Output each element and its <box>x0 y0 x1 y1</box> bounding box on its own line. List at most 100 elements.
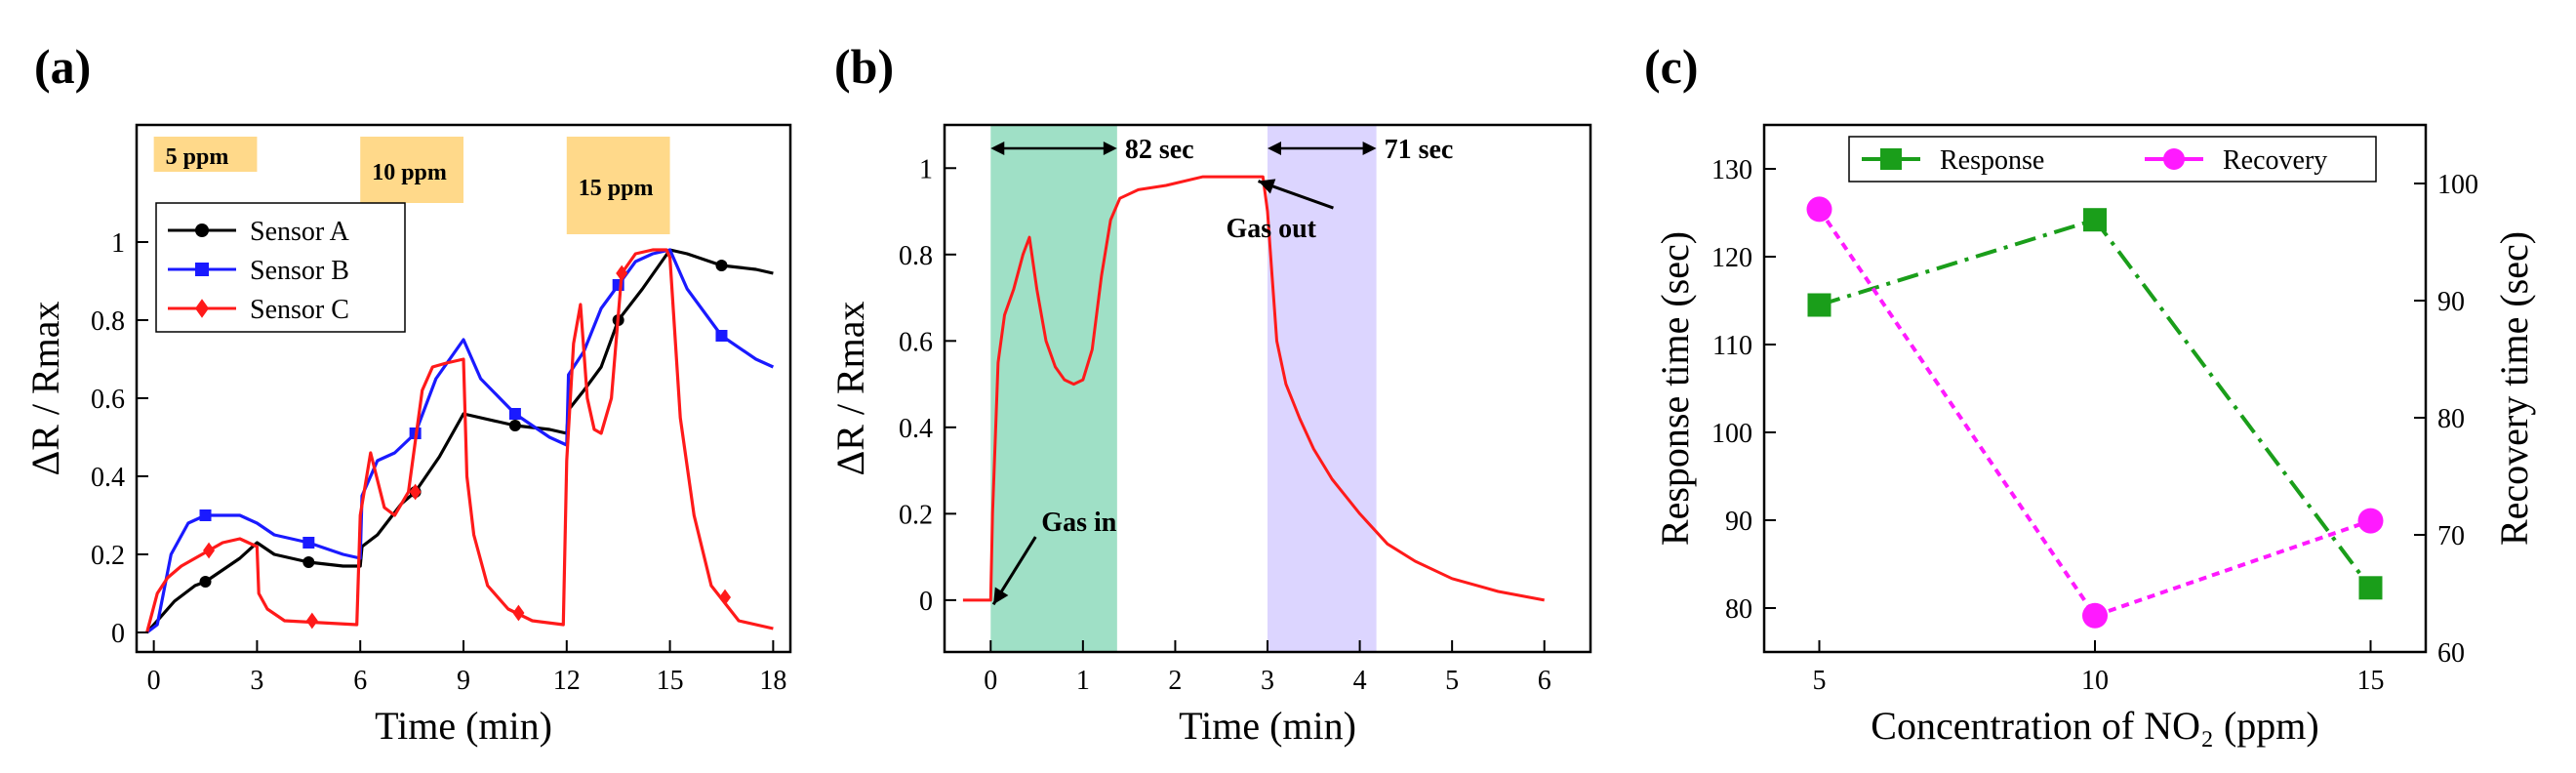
panel-c-ytick-right-label: 90 <box>2437 287 2465 317</box>
panel-a-xtick-label: 15 <box>657 666 684 696</box>
panel-c-ytick-label: 130 <box>1711 155 1752 185</box>
legend-marker <box>195 263 209 276</box>
panel-a-xtick-label: 9 <box>457 666 470 696</box>
panel-c-ylabel: Response time (sec) <box>1653 231 1697 546</box>
panel-a-xlabel: Time (min) <box>375 704 552 748</box>
panel-c-ytick-label: 100 <box>1711 419 1752 449</box>
panel-b-annotations: Gas in Gas out <box>991 179 1334 606</box>
panel-c-legend-box <box>1848 136 2377 183</box>
time-band <box>1268 125 1377 652</box>
series-line-sensor-b <box>145 248 775 634</box>
series-marker <box>719 589 731 606</box>
concentration-band-label: 15 ppm <box>579 176 654 201</box>
series-marker <box>512 604 525 622</box>
panel-a-xtick-label: 6 <box>353 666 367 696</box>
concentration-band <box>566 137 670 234</box>
concentration-band <box>360 137 463 203</box>
series-marker <box>203 542 216 559</box>
series-marker <box>199 509 212 521</box>
series-marker <box>715 260 728 271</box>
legend-label: Response <box>1940 145 2044 176</box>
panel-b-ytick-label: 0.6 <box>899 327 933 357</box>
time-band <box>990 125 1117 652</box>
panel-c-xlabel: Concentration of NO₂ (ppm) <box>1871 704 2318 748</box>
time-band-label: 71 sec <box>1385 135 1454 165</box>
legend-label: Sensor B <box>250 256 349 286</box>
panel-b-xtick-label: 1 <box>1076 666 1090 696</box>
concentration-band-label: 10 ppm <box>372 160 447 185</box>
panel-b-ytick-label: 0.8 <box>899 241 933 271</box>
series-marker <box>409 483 422 501</box>
series-line-response <box>1818 217 2373 590</box>
panel-b-xtick-label: 6 <box>1538 666 1551 696</box>
panel-a-label: (a) <box>34 39 91 94</box>
panel-c-ytick-label: 110 <box>1712 331 1752 361</box>
panel-b-xtick-label: 4 <box>1353 666 1367 696</box>
series-marker <box>508 408 521 420</box>
panel-a-xtick-label: 18 <box>759 666 786 696</box>
panel-a-ytick-label: 0.4 <box>91 463 125 493</box>
panel-a-ytick-label: 0.6 <box>91 385 125 415</box>
series-marker <box>199 576 212 588</box>
legend-marker <box>2163 148 2185 170</box>
panel-b-xtick-label: 0 <box>984 666 997 696</box>
time-band-label: 82 sec <box>1125 135 1194 165</box>
panel-a-series <box>145 248 775 634</box>
legend-label: Sensor A <box>250 217 350 247</box>
concentration-band-label: 5 ppm <box>166 144 229 170</box>
series-marker <box>715 330 728 342</box>
panel-c-xtick-label: 10 <box>2081 666 2109 696</box>
panel-c-label: (c) <box>1644 39 1699 94</box>
panel-b-xlabel: Time (min) <box>1179 704 1356 748</box>
panel-a-xtick-label: 0 <box>147 666 161 696</box>
time-band-arrowhead <box>1268 142 1281 155</box>
legend-marker <box>1880 148 1902 170</box>
series-marker <box>302 537 315 549</box>
time-band-arrowhead <box>990 142 1005 155</box>
panel-c-ytick-right-label: 60 <box>2437 638 2465 669</box>
series-line-sensor-c <box>145 248 774 633</box>
panel-c-ytick-label: 80 <box>1725 594 1752 625</box>
annotation-label: Gas in <box>1041 508 1116 538</box>
panel-a-ytick-label: 0 <box>111 619 125 649</box>
series-marker <box>508 420 521 431</box>
series-marker <box>302 556 315 568</box>
response-curve <box>962 175 1545 602</box>
panel-b-ytick-label: 0.4 <box>899 414 933 444</box>
annotation-label: Gas out <box>1226 214 1316 244</box>
panel-b-xtick-label: 5 <box>1445 666 1459 696</box>
panel-a-ylabel: ΔR / Rmax <box>23 301 67 475</box>
panel-a-ticks: 0 3 6 9 12 15 18 0 0.2 0.4 0.6 0.8 1 <box>91 228 786 696</box>
panel-a-ytick-label: 0.8 <box>91 306 125 337</box>
panel-c-ytick-right-label: 100 <box>2437 170 2478 200</box>
panel-b-ytick-label: 0 <box>919 587 933 617</box>
series-marker-response <box>2083 208 2107 232</box>
panel-b-series <box>962 175 1545 602</box>
panel-c-legend: Response Recovery <box>1848 136 2377 183</box>
panel-a-legend: Sensor A Sensor B Sensor C <box>155 202 406 333</box>
panel-a-xtick-label: 12 <box>553 666 581 696</box>
panel-c-ytick-right-label: 70 <box>2437 521 2465 551</box>
concentration-band <box>153 137 258 172</box>
panel-c-xtick-label: 5 <box>1813 666 1827 696</box>
panel-a-xtick-label: 3 <box>250 666 263 696</box>
panel-c-ylabel-right: Recovery time (sec) <box>2492 231 2536 546</box>
legend-marker <box>195 299 209 318</box>
panel-b-xtick-label: 3 <box>1261 666 1274 696</box>
panel-b-ylabel: ΔR / Rmax <box>828 301 872 475</box>
series-marker-response <box>2358 576 2383 600</box>
series-marker <box>305 612 318 630</box>
panel-b-label: (b) <box>834 39 894 94</box>
panel-c-xtick-label: 15 <box>2357 666 2385 696</box>
series-line-recovery <box>1817 208 2372 619</box>
panel-b: (b) 82 sec 71 sec 0 1 2 3 4 5 6 0 0.2 0.4 0.6 0.8 1 G… <box>828 39 1592 748</box>
panel-a-bands: 5 ppm 10 ppm 15 ppm <box>153 137 670 234</box>
time-band-arrowhead <box>1103 142 1117 155</box>
series-marker-recovery <box>2357 508 2384 534</box>
series-line-sensor-a <box>145 248 774 634</box>
annotation-arrowhead <box>993 587 1009 605</box>
panel-c-ytick-label: 90 <box>1725 507 1752 537</box>
legend-marker <box>195 224 209 237</box>
